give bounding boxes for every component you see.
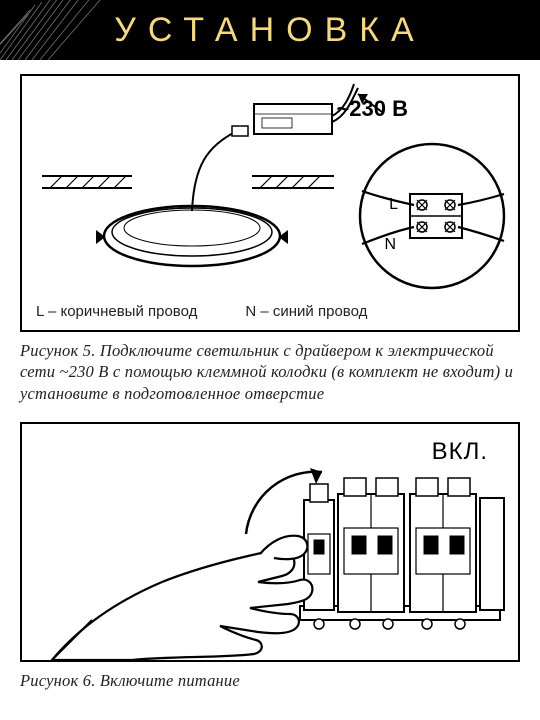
on-label: ВКЛ. [432, 438, 488, 466]
terminal-n-label: N [384, 236, 396, 254]
palm-decoration [0, 0, 110, 60]
terminal-l-label: L [389, 196, 398, 214]
figure-6-box: ВКЛ. [20, 422, 520, 662]
figure-6-caption: Рисунок 6. Включите питание [20, 670, 520, 691]
figure-5-box: ~230 В L N L – коричневый провод N – син… [20, 74, 520, 332]
legend-l-text: L – коричневый провод [36, 303, 197, 320]
figure-5-legend: L – коричневый провод N – синий провод [36, 303, 504, 320]
content-area: ~230 В L N L – коричневый провод N – син… [0, 60, 540, 702]
page-header: УСТАНОВКА [0, 0, 540, 60]
page-title: УСТАНОВКА [114, 11, 426, 50]
figure-5-caption: Рисунок 5. Подключите светильник с драйв… [20, 340, 520, 404]
figure-5-diagram [22, 76, 518, 330]
legend-n-text: N – синий провод [245, 303, 367, 320]
voltage-label: ~230 В [336, 96, 408, 122]
